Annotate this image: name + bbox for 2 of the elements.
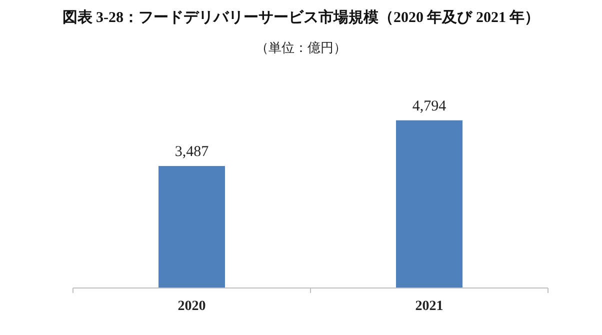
subtitle: （単位：億円）: [256, 40, 346, 55]
title: 図表 3-28：フードデリバリーサービス市場規模（2020 年及び 2021 年）: [62, 10, 540, 26]
